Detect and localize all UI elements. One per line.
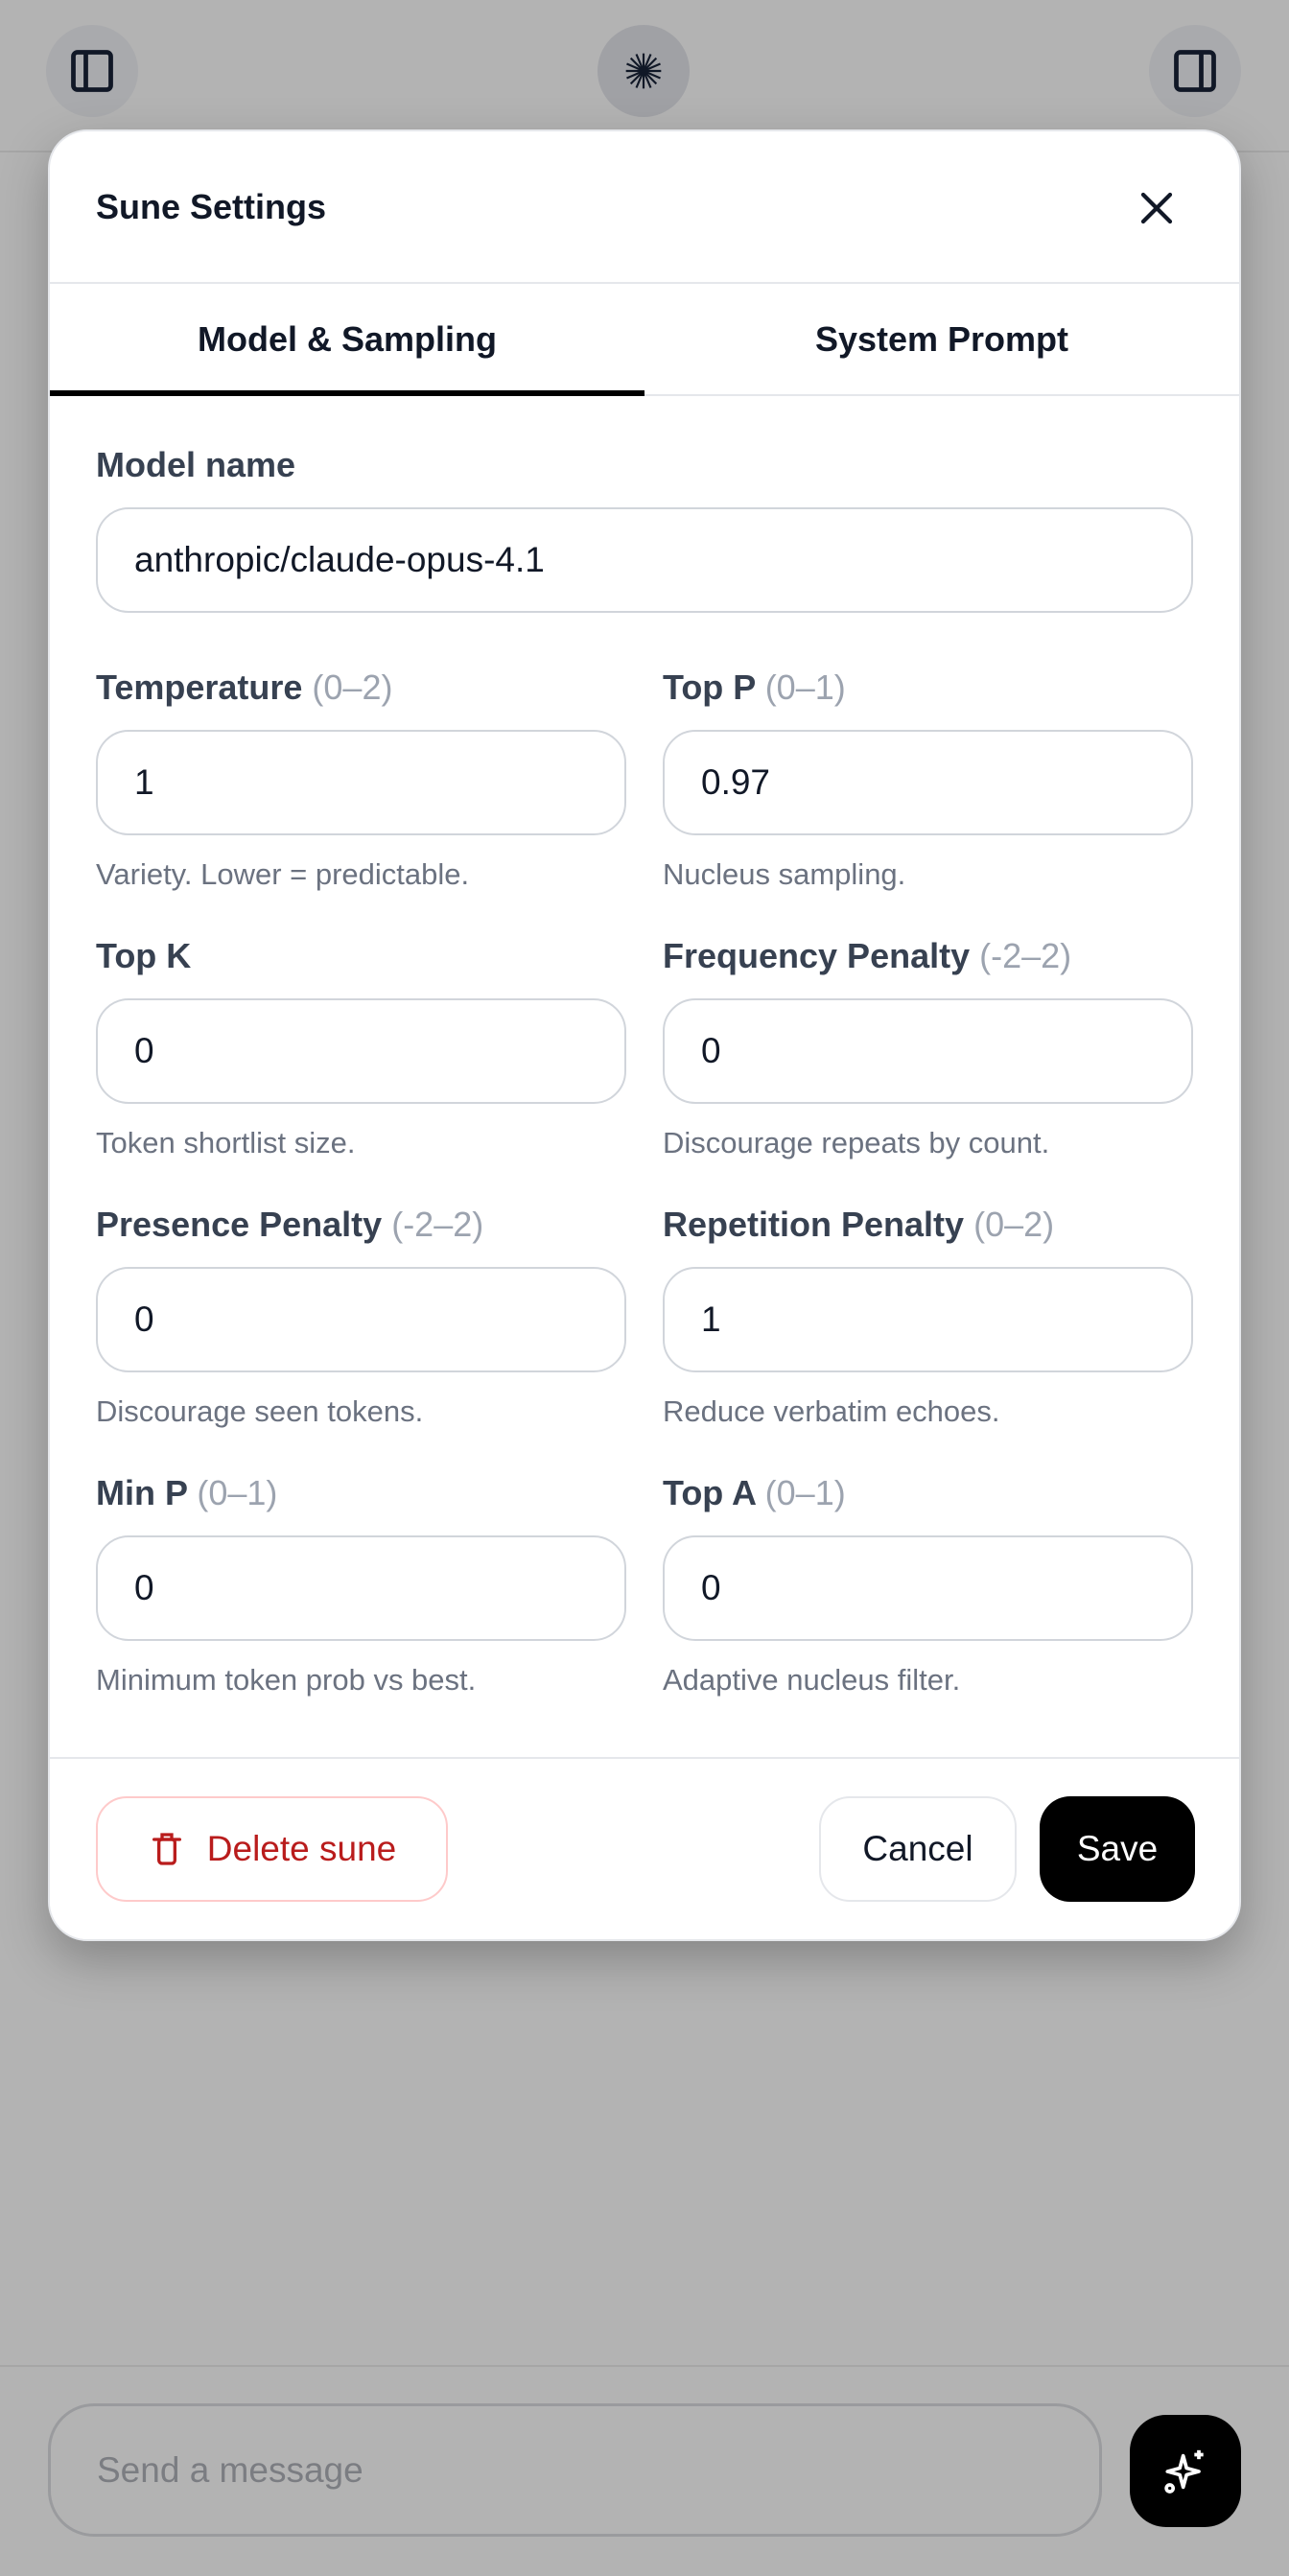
top-k-input[interactable]: 0 <box>96 998 626 1104</box>
temperature-label: Temperature (0–2) <box>96 667 626 709</box>
logo-button[interactable] <box>598 25 690 117</box>
temperature-input[interactable]: 1 <box>96 730 626 835</box>
field-presence-penalty: Presence Penalty (-2–2) 0 Discourage seen … <box>96 1204 626 1430</box>
min-p-hint: Minimum token prob vs best. <box>96 1663 477 1697</box>
toggle-right-sidebar-button[interactable] <box>1149 25 1241 117</box>
temperature-range: (0–2) <box>312 667 393 707</box>
tab-system-prompt[interactable]: System Prompt <box>814 318 1069 359</box>
presence-penalty-label-text: Presence Penalty <box>96 1205 383 1244</box>
modal-header: Sune Settings <box>50 131 1239 284</box>
frequency-penalty-input[interactable]: 0 <box>663 998 1193 1104</box>
top-p-input[interactable]: 0.97 <box>663 730 1193 835</box>
top-a-input[interactable]: 0 <box>663 1535 1193 1641</box>
min-p-label: Min P (0–1) <box>96 1472 626 1514</box>
presence-penalty-input[interactable]: 0 <box>96 1267 626 1372</box>
sidebar-right-icon <box>1174 50 1216 92</box>
toggle-left-sidebar-button[interactable] <box>46 25 138 117</box>
repetition-penalty-hint: Reduce verbatim echoes. <box>663 1394 1000 1428</box>
modal-title: Sune Settings <box>96 187 327 226</box>
sidebar-left-icon <box>71 50 113 92</box>
field-frequency-penalty: Frequency Penalty (-2–2) 0 Discourage repe… <box>663 935 1193 1161</box>
save-button[interactable]: Save <box>1040 1796 1195 1902</box>
frequency-penalty-range: (-2–2) <box>979 936 1072 975</box>
field-temperature: Temperature (0–2) 1 Variety. Lower = predi… <box>96 667 626 893</box>
field-top-p: Top P (0–1) 0.97 Nucleus sampling. <box>663 667 1193 893</box>
tab-model-sampling[interactable]: Model & Sampling <box>50 284 644 396</box>
sampling-fields-grid: Temperature (0–2) 1 Variety. Lower = predi… <box>96 667 1193 1698</box>
temperature-label-text: Temperature <box>96 667 303 707</box>
tab-bar: Model & Sampling System Prompt <box>50 284 1239 396</box>
starburst-logo-icon <box>625 53 662 89</box>
min-p-input[interactable]: 0 <box>96 1535 626 1641</box>
top-p-label: Top P (0–1) <box>663 667 1193 709</box>
top-a-hint: Adaptive nucleus filter. <box>663 1663 961 1697</box>
presence-penalty-hint: Discourage seen tokens. <box>96 1394 424 1428</box>
top-k-label-text: Top K <box>96 936 192 975</box>
message-input[interactable]: Send a message <box>48 2403 1102 2537</box>
field-repetition-penalty: Repetition Penalty (0–2) 1 Reduce verbatim… <box>663 1204 1193 1430</box>
temperature-hint: Variety. Lower = predictable. <box>96 857 470 891</box>
field-top-a: Top A (0–1) 0 Adaptive nucleus filter. <box>663 1472 1193 1698</box>
min-p-range: (0–1) <box>197 1473 278 1512</box>
delete-sune-label: Delete sune <box>206 1829 397 1868</box>
frequency-penalty-label-text: Frequency Penalty <box>663 936 971 975</box>
repetition-penalty-label-text: Repetition Penalty <box>663 1205 965 1244</box>
delete-sune-button[interactable]: Delete sune <box>96 1796 448 1902</box>
repetition-penalty-input[interactable]: 1 <box>663 1267 1193 1372</box>
frequency-penalty-label: Frequency Penalty (-2–2) <box>663 935 1193 977</box>
settings-modal: Sune Settings Model & Sampling System Pr… <box>48 129 1241 1941</box>
top-p-label-text: Top P <box>663 667 756 707</box>
top-k-hint: Token shortlist size. <box>96 1126 356 1159</box>
close-icon <box>1140 192 1173 224</box>
send-button[interactable] <box>1130 2415 1241 2527</box>
presence-penalty-range: (-2–2) <box>391 1205 484 1244</box>
trash-icon <box>152 1833 181 1865</box>
modal-footer: Delete sune Cancel Save <box>50 1757 1239 1939</box>
frequency-penalty-hint: Discourage repeats by count. <box>663 1126 1050 1159</box>
model-name-label: Model name <box>96 445 296 484</box>
top-a-label-text: Top A <box>663 1473 756 1512</box>
top-p-range: (0–1) <box>764 667 846 707</box>
presence-penalty-label: Presence Penalty (-2–2) <box>96 1204 626 1246</box>
top-a-label: Top A (0–1) <box>663 1472 1193 1514</box>
repetition-penalty-range: (0–2) <box>973 1205 1055 1244</box>
close-button[interactable] <box>1134 185 1180 231</box>
model-name-input[interactable]: anthropic/claude-opus-4.1 <box>96 507 1193 613</box>
top-a-range: (0–1) <box>764 1473 846 1512</box>
composer-divider <box>0 2365 1289 2367</box>
field-top-k: Top K 0 Token shortlist size. <box>96 935 626 1161</box>
top-k-label: Top K <box>96 935 626 977</box>
top-p-hint: Nucleus sampling. <box>663 857 906 891</box>
top-bar <box>0 0 1289 152</box>
min-p-label-text: Min P <box>96 1473 188 1512</box>
cancel-button[interactable]: Cancel <box>819 1796 1017 1902</box>
repetition-penalty-label: Repetition Penalty (0–2) <box>663 1204 1193 1246</box>
sparkle-icon <box>1164 2449 1204 2494</box>
field-min-p: Min P (0–1) 0 Minimum token prob vs best. <box>96 1472 626 1698</box>
